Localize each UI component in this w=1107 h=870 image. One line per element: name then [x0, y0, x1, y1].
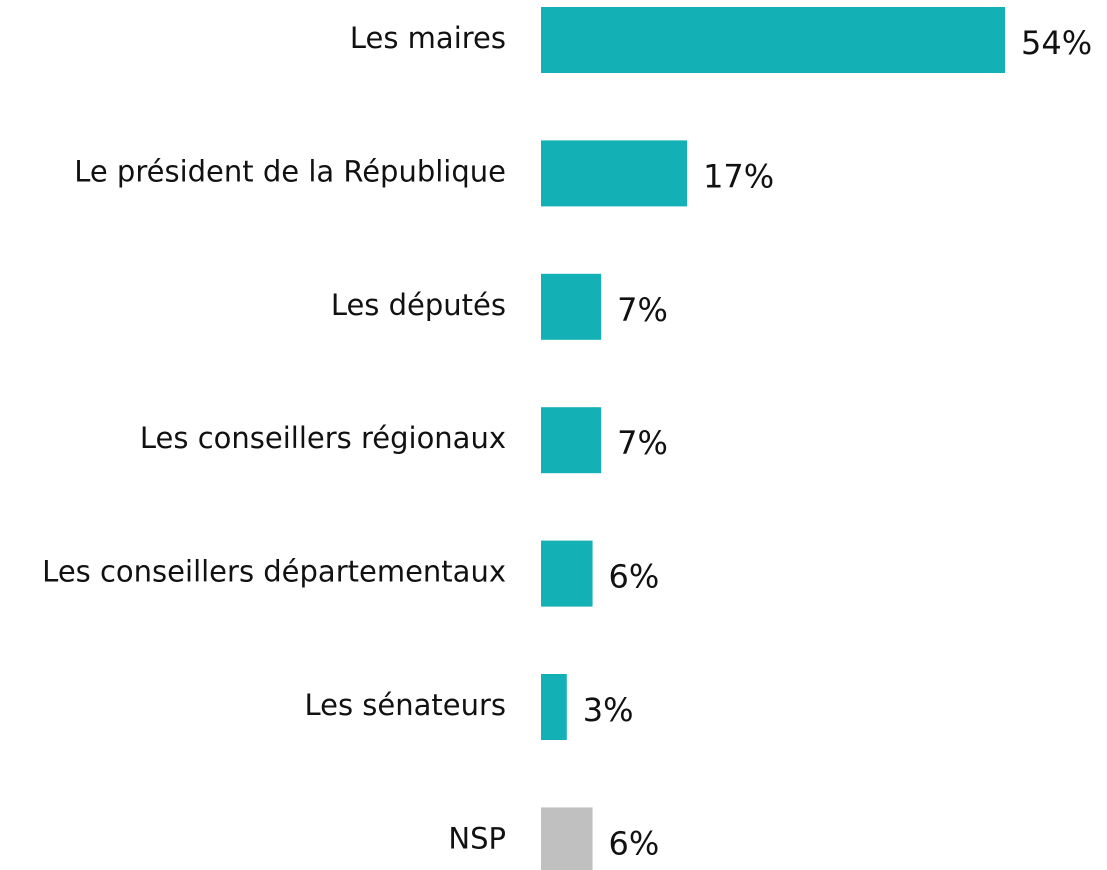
value-label: 17% — [703, 157, 774, 195]
value-label: 6% — [609, 824, 660, 862]
value-label: 7% — [617, 291, 668, 329]
category-label: Les députés — [331, 288, 506, 322]
bar — [541, 407, 602, 474]
bar — [541, 140, 688, 207]
category-label: Les maires — [350, 21, 506, 55]
bar — [541, 807, 593, 870]
bar — [541, 674, 567, 740]
category-label: Les conseillers départementaux — [42, 555, 506, 589]
bar — [541, 273, 602, 340]
bar — [541, 7, 1005, 73]
value-label: 6% — [609, 558, 660, 596]
category-label: Les conseillers régionaux — [140, 421, 506, 455]
bar — [541, 540, 593, 607]
category-label: Les sénateurs — [304, 688, 506, 722]
category-label: Le président de la République — [74, 154, 506, 188]
category-label: NSP — [448, 821, 506, 855]
value-label: 7% — [617, 424, 668, 462]
value-label: 54% — [1021, 24, 1092, 62]
value-label: 3% — [583, 691, 634, 729]
